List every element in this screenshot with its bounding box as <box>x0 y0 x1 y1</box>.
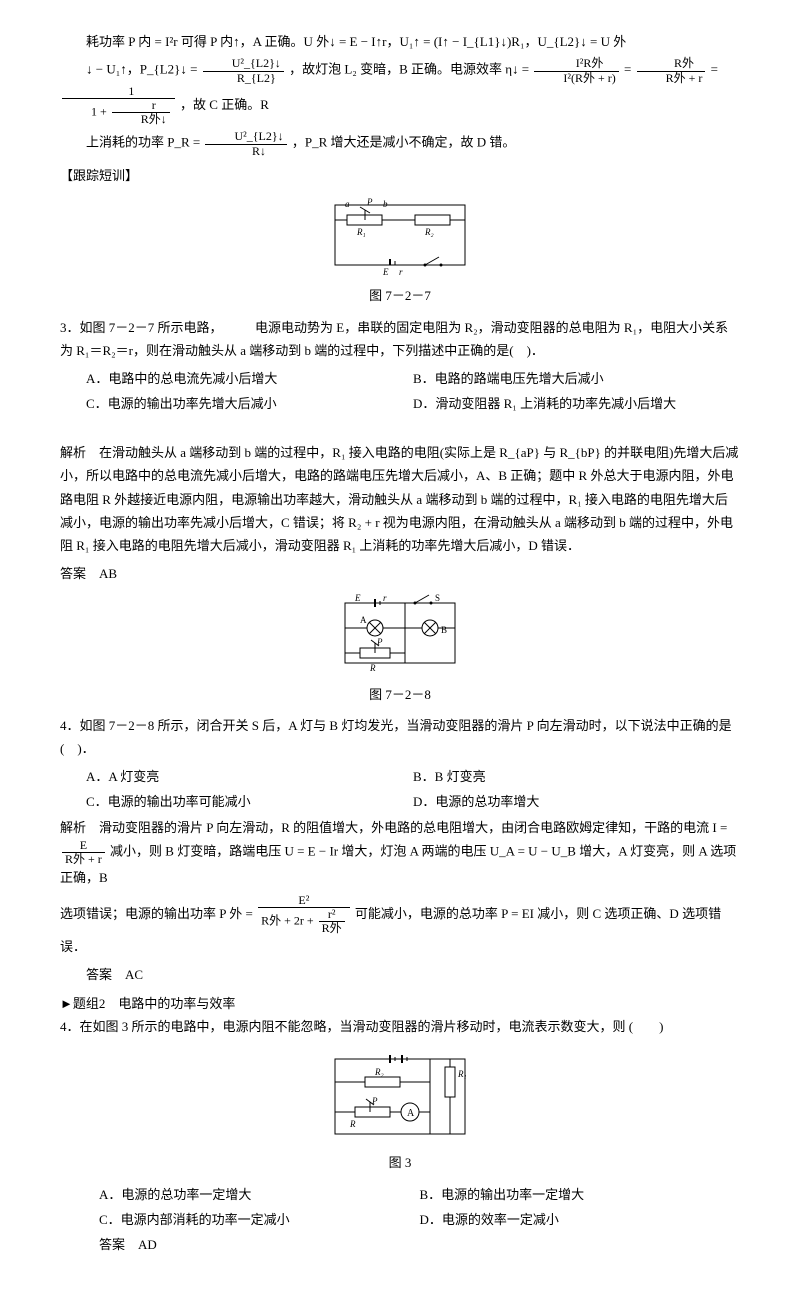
svg-text:r: r <box>383 593 387 603</box>
fraction-eta3: 1 1 + r R外↓ <box>62 85 175 127</box>
svg-text:P: P <box>366 197 373 207</box>
figure-7-2-7: a b P R₁ R₂ E r 图 7－2－7 <box>60 195 740 308</box>
figure-3: R₁ R₂ P R A 图 3 <box>60 1047 740 1175</box>
fig-727-caption: 图 7－2－7 <box>60 284 740 307</box>
option-4a: A．A 灯变亮 <box>86 765 413 788</box>
fraction-eta2: R外 R外 + r <box>637 57 706 84</box>
circuit-diagram-727: a b P R₁ R₂ E r <box>325 195 475 275</box>
question-4-stem: 4．如图 7－2－8 所示，闭合开关 S 后，A 灯与 B 灯均发光，当滑动变阻… <box>60 714 740 761</box>
question-5-answer: 答案 AD <box>73 1233 740 1256</box>
fraction-pout: E² R外 + 2r + r² R外 <box>258 894 350 936</box>
text-part: 减小，则 B 灯变暗，路端电压 U = E − Ir 增大，灯泡 A 两端的电压… <box>60 844 736 886</box>
question-4-analysis-1: 解析 滑动变阻器的滑片 P 向左滑动，R 的阻值增大，外电路的总电阻增大，由闭合… <box>60 816 740 890</box>
text-part: 选项错误；电源的输出功率 P 外 = <box>60 905 256 920</box>
svg-text:S: S <box>435 593 440 603</box>
svg-text:R: R <box>369 663 376 673</box>
svg-text:A: A <box>360 615 367 625</box>
option-5b: B．电源的输出功率一定增大 <box>420 1183 741 1206</box>
option-5c: C．电源内部消耗的功率一定减小 <box>99 1208 420 1231</box>
fraction-i: E R外 + r <box>62 839 105 866</box>
text-part: ，故灯泡 L₂ 变暗，B 正确。电源效率 η↓ = <box>289 62 532 77</box>
fig-3-caption: 图 3 <box>60 1151 740 1174</box>
option-4d: D．电源的总功率增大 <box>413 790 740 813</box>
option-3b: B．电路的路端电压先增大后减小 <box>413 367 740 390</box>
svg-text:R₂: R₂ <box>424 227 434 237</box>
group-2-label: ►题组2 电路中的功率与效率 <box>60 992 740 1015</box>
question-5-options: A．电源的总功率一定增大 B．电源的输出功率一定增大 C．电源内部消耗的功率一定… <box>99 1183 740 1234</box>
fraction-pl2: U²_{L2}↓ R_{L2} <box>203 57 284 84</box>
svg-text:P: P <box>371 1096 378 1106</box>
svg-text:b: b <box>383 199 388 209</box>
solution-line-3: 上消耗的功率 P_R = U²_{L2}↓ R↓ ，P_R 增大还是减小不确定，… <box>60 130 740 157</box>
fig-728-caption: 图 7－2－8 <box>60 683 740 706</box>
question-3-stem: 3．如图 7－2－7 所示电路， 电源电动势为 E，串联的固定电阻为 R₂，滑动… <box>60 316 740 363</box>
fraction-inner2: r² R外 <box>319 908 345 935</box>
option-5d: D．电源的效率一定减小 <box>420 1208 741 1231</box>
question-3-analysis: 解析 在滑动触头从 a 端移动到 b 端的过程中，R₁ 接入电路的电阻(实际上是… <box>60 441 740 558</box>
text-part: ，P_R 增大还是减小不确定，故 D 错。 <box>292 135 516 150</box>
circuit-diagram-3: R₁ R₂ P R A <box>320 1047 480 1142</box>
fraction-inner: r R外↓ <box>112 99 170 126</box>
svg-text:a: a <box>345 199 350 209</box>
svg-text:R₂: R₂ <box>374 1067 384 1077</box>
svg-text:E: E <box>382 267 389 275</box>
svg-text:R: R <box>349 1119 356 1129</box>
text-equals: = <box>624 62 635 77</box>
question-4-options: A．A 灯变亮 B．B 灯变亮 C．电源的输出功率可能减小 D．电源的总功率增大 <box>86 765 740 816</box>
option-3d: D．滑动变阻器 R₁ 上消耗的功率先减小后增大 <box>413 392 740 415</box>
solution-line-2: ↓ − U₁↑，P_{L2}↓ = U²_{L2}↓ R_{L2} ，故灯泡 L… <box>60 57 740 126</box>
option-3a: A．电路中的总电流先减小后增大 <box>86 367 413 390</box>
question-3-options: A．电路中的总电流先减小后增大 B．电路的路端电压先增大后减小 C．电源的输出功… <box>86 367 740 418</box>
fraction-pr: U²_{L2}↓ R↓ <box>205 130 286 157</box>
svg-text:r: r <box>399 267 403 275</box>
svg-text:P: P <box>376 637 383 647</box>
solution-line-1: 耗功率 P 内 = I²r 可得 P 内↑，A 正确。U 外↓ = E − I↑… <box>60 30 740 53</box>
option-4c: C．电源的输出功率可能减小 <box>86 790 413 813</box>
svg-text:B: B <box>441 625 447 635</box>
circuit-diagram-728: E r S A B P R <box>335 593 465 673</box>
svg-text:E: E <box>354 593 361 603</box>
question-3-answer: 答案 AB <box>60 562 740 585</box>
svg-text:A: A <box>407 1108 415 1119</box>
text-part: ，故 C 正确。R <box>180 97 269 112</box>
fraction-eta1: I²R外 I²(R外 + r) <box>534 57 618 84</box>
text-part: ↓ − U₁↑，P_{L2}↓ = <box>86 62 201 77</box>
question-4-answer: 答案 AC <box>60 963 740 986</box>
text-part: 解析 滑动变阻器的滑片 P 向左滑动，R 的阻值增大，外电路的总电阻增大，由闭合… <box>60 820 727 835</box>
figure-7-2-8: E r S A B P R 图 7－2－8 <box>60 593 740 706</box>
question-4-analysis-2: 选项错误；电源的输出功率 P 外 = E² R外 + 2r + r² R外 可能… <box>60 894 740 959</box>
option-5a: A．电源的总功率一定增大 <box>99 1183 420 1206</box>
option-4b: B．B 灯变亮 <box>413 765 740 788</box>
text-part: 上消耗的功率 P_R = <box>86 135 203 150</box>
tracking-label: 【跟踪短训】 <box>60 164 740 187</box>
svg-text:R₁: R₁ <box>356 227 366 237</box>
question-5-stem: 4．在如图 3 所示的电路中，电源内阻不能忽略，当滑动变阻器的滑片移动时，电流表… <box>60 1015 740 1038</box>
option-3c: C．电源的输出功率先增大后减小 <box>86 392 413 415</box>
text-equals: = <box>711 62 718 77</box>
